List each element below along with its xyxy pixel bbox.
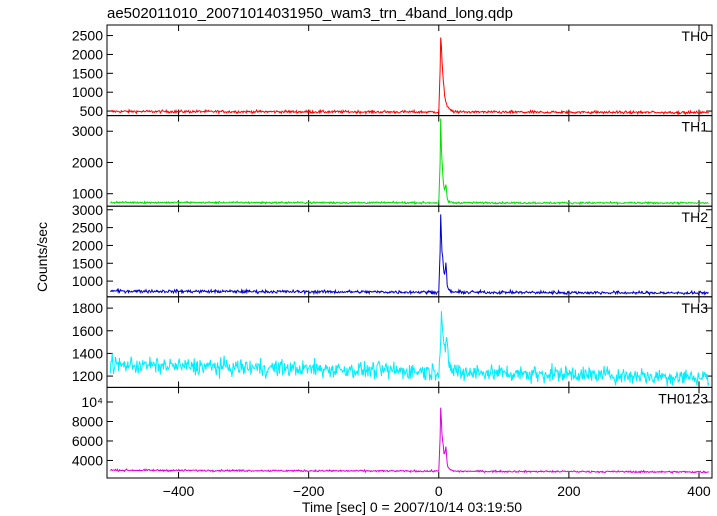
y-tick-label: 1000 [72, 273, 103, 289]
x-tick-label: −400 [163, 483, 195, 499]
y-tick-label: 1500 [72, 65, 103, 81]
y-tick-label: 1800 [72, 300, 103, 316]
y-tick-label: 10⁴ [81, 394, 103, 410]
panel-frame [106, 386, 713, 479]
y-tick-label: 2500 [72, 28, 103, 44]
series-line [109, 214, 709, 297]
y-axis-label: Counts/sec [34, 222, 50, 292]
series-line [109, 311, 710, 387]
x-tick-label: −200 [293, 483, 325, 499]
series-label: TH0 [682, 28, 709, 44]
panel-frame [106, 24, 713, 117]
x-tick-label: 0 [435, 483, 443, 499]
panel-frame [106, 205, 713, 298]
y-tick-label: 1000 [72, 186, 103, 202]
y-tick-label: 3000 [72, 202, 103, 218]
series-line [110, 407, 709, 474]
series-label: TH2 [682, 209, 709, 225]
series-line [110, 118, 709, 206]
y-tick-label: 2000 [72, 46, 103, 62]
chart-title: ae502011010_20071014031950_wam3_trn_4ban… [107, 5, 513, 22]
panel-frame [106, 115, 713, 207]
y-tick-label: 1600 [72, 323, 103, 339]
series-label: TH3 [682, 300, 709, 316]
y-tick-label: 8000 [72, 413, 103, 429]
y-tick-label: 1500 [72, 255, 103, 271]
y-tick-label: 6000 [72, 433, 103, 449]
y-tick-label: 1400 [72, 345, 103, 361]
y-tick-label: 4000 [72, 452, 103, 468]
x-axis-label: Time [sec] 0 = 2007/10/14 03:19:50 [302, 499, 522, 515]
y-tick-label: 3000 [72, 123, 103, 139]
y-tick-label: 1000 [72, 84, 103, 100]
x-tick-label: 400 [687, 483, 711, 499]
y-tick-label: 2500 [72, 220, 103, 236]
y-tick-label: 2000 [72, 154, 103, 170]
series-line [110, 37, 710, 116]
y-tick-label: 2000 [72, 237, 103, 253]
series-label: TH0123 [658, 390, 708, 406]
y-tick-label: 500 [80, 103, 104, 119]
x-tick-label: 200 [557, 483, 581, 499]
y-tick-label: 1200 [72, 368, 103, 384]
series-label: TH1 [682, 119, 709, 135]
